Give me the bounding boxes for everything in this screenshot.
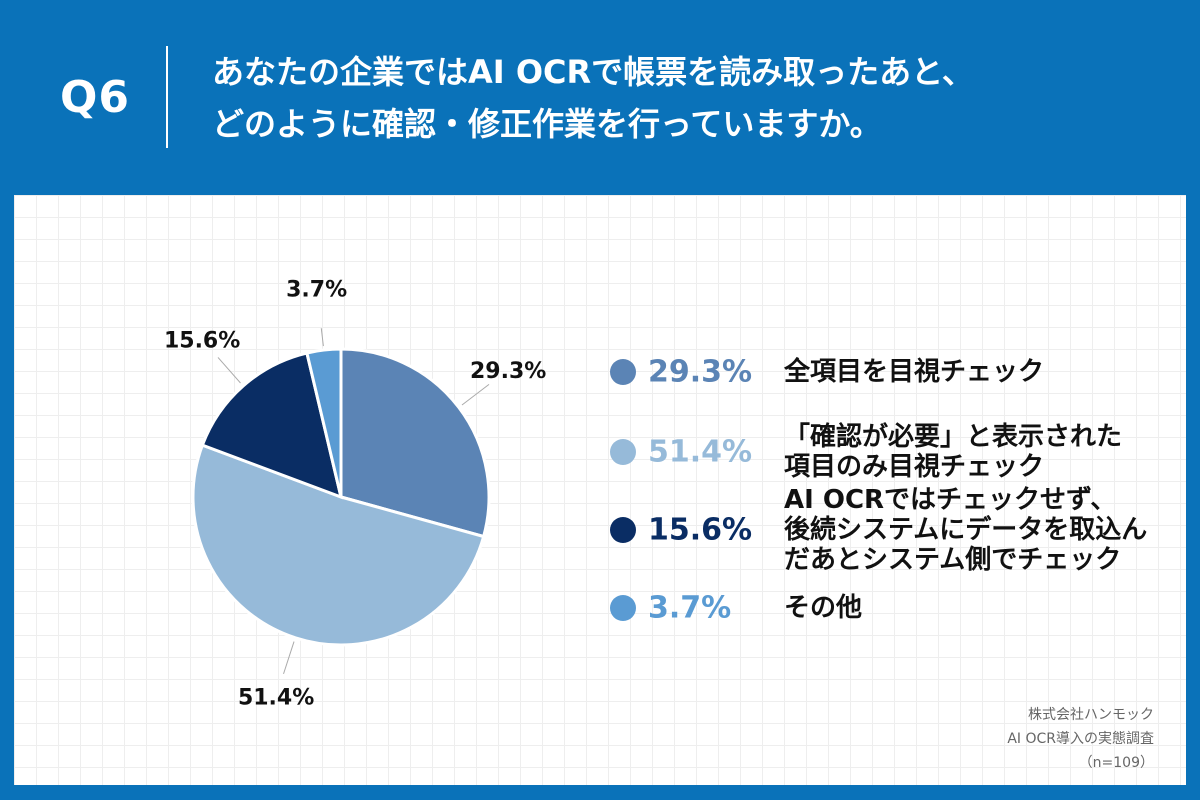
question-line-2: どのように確認・修正作業を行っていますか。: [212, 105, 882, 143]
data-label-other: 3.7%: [286, 277, 347, 302]
question-number: Q6: [60, 72, 131, 123]
leader-line-flagged-only: [283, 641, 295, 675]
pie-slice-other: [305, 347, 343, 498]
legend-label-1: 全項目を目視チェック: [784, 357, 1045, 387]
legend-dot-4: [610, 595, 636, 621]
data-label-system-side: 15.6%: [164, 328, 240, 353]
pie-slice-system-side: [200, 351, 344, 500]
pie-chart: 29.3% 51.4% 15.6% 3.7%: [164, 277, 546, 711]
legend-pct-3: 15.6%: [648, 512, 753, 548]
data-label-flagged-only: 51.4%: [238, 686, 314, 711]
leader-line-system-side: [217, 357, 241, 384]
source-note: 株式会社ハンモック AI OCR導入の実態調査 （n=109）: [1007, 703, 1154, 775]
legend-dot-3: [610, 517, 636, 543]
question-text: あなたの企業ではAI OCRで帳票を読み取ったあと、 どのように確認・修正作業を…: [212, 46, 1162, 150]
legend-dot-2: [610, 439, 636, 465]
legend-pct-4: 3.7%: [648, 590, 732, 626]
header-divider: [166, 46, 168, 148]
legend-pct-2: 51.4%: [648, 434, 753, 470]
leader-line-other: [320, 328, 324, 347]
source-n: （n=109）: [1078, 755, 1154, 771]
source-survey: AI OCR導入の実態調査: [1007, 731, 1154, 747]
data-label-full-check: 29.3%: [470, 359, 546, 384]
legend-dot-1: [610, 359, 636, 385]
legend-pct-1: 29.3%: [648, 354, 753, 390]
question-header: Q6 あなたの企業ではAI OCRで帳票を読み取ったあと、 どのように確認・修正…: [0, 0, 1200, 195]
pie-slice-full-check: [339, 347, 491, 539]
chart-panel: 29.3% 51.4% 15.6% 3.7% 29.3% 全項目を目視チェック 51.…: [14, 195, 1186, 785]
legend-label-3: AI OCRではチェックせず、 後続システムにデータを取込ん だあとシステム側で…: [784, 485, 1148, 575]
source-company: 株式会社ハンモック: [1028, 707, 1154, 723]
leader-line-full-check: [461, 383, 490, 406]
legend-label-4: その他: [784, 593, 863, 623]
legend-label-2: 「確認が必要」と表示された 項目のみ目視チェック: [784, 422, 1123, 482]
pie-slice-flagged-only: [191, 443, 486, 647]
question-line-1: あなたの企業ではAI OCRで帳票を読み取ったあと、: [212, 53, 974, 91]
